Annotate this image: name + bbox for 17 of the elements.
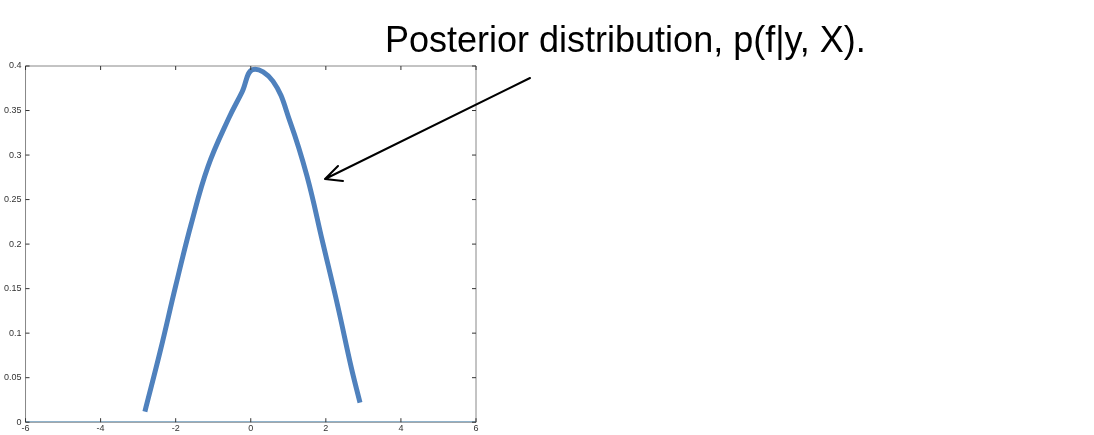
x-tick-label: 2 <box>323 423 329 434</box>
text: Posterior distribution, p(f|y, X). <box>385 19 866 60</box>
y-tick-label: 0.35 <box>3 105 22 116</box>
x-tick-label: 0 <box>248 423 254 434</box>
x-tick-label: 4 <box>398 423 404 434</box>
y-tick-label: 0.05 <box>3 372 22 383</box>
y-tick-label: 0.3 <box>9 149 22 160</box>
y-tick-label: 0.25 <box>3 194 22 205</box>
y-tick-label: 0.1 <box>9 327 22 338</box>
y-tick-label: 0 <box>16 416 22 427</box>
x-tick-label: -6 <box>21 423 30 434</box>
x-tick-label: -2 <box>171 423 180 434</box>
y-tick-label: 0.4 <box>9 60 22 71</box>
y-tick-label: 0.15 <box>3 283 22 294</box>
x-tick-label: 6 <box>473 423 479 434</box>
x-tick-label: -4 <box>96 423 105 434</box>
y-tick-label: 0.2 <box>9 238 22 249</box>
